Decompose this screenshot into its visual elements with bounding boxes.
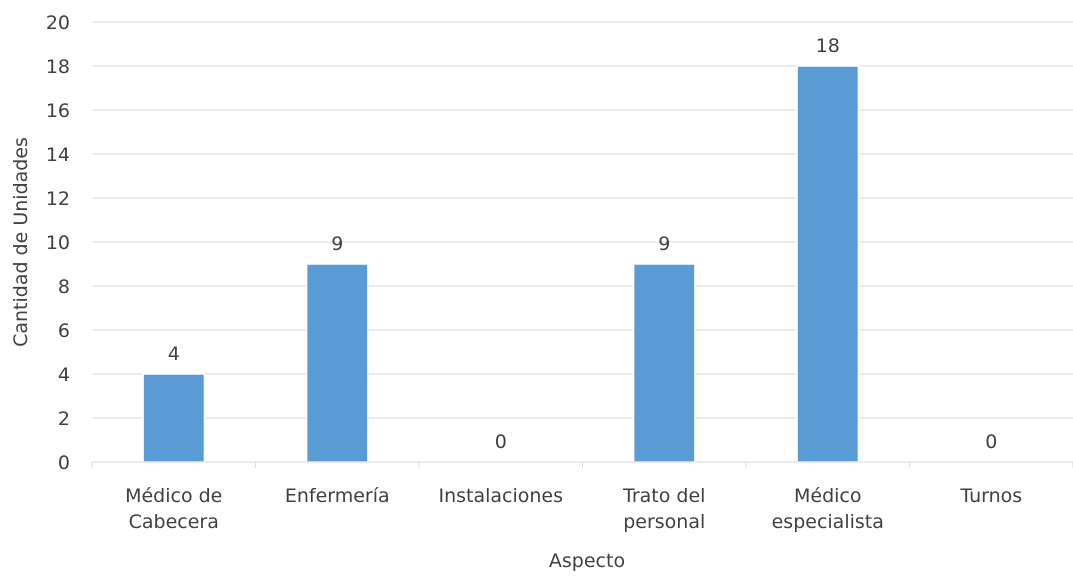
data-labels: 4 9 0 9 18 0 (168, 35, 998, 453)
bar (632, 263, 696, 463)
x-tick-label: Turnos (959, 485, 1022, 507)
bar (142, 373, 206, 463)
x-tick-label: Cabecera (129, 511, 219, 533)
y-tick-label: 14 (46, 144, 70, 166)
y-tick-label: 0 (58, 452, 70, 474)
x-tick-label: Trato del (622, 485, 705, 507)
data-label: 0 (985, 431, 997, 453)
y-tick-label: 16 (46, 100, 70, 122)
y-tick-label: 2 (58, 408, 70, 430)
x-axis (91, 461, 1073, 468)
x-tick-label: Enfermería (285, 485, 390, 507)
data-label: 0 (495, 431, 507, 453)
bar (796, 65, 860, 463)
data-label: 9 (658, 233, 670, 255)
y-tick-label: 8 (58, 276, 70, 298)
y-tick-label: 10 (46, 232, 70, 254)
data-label: 9 (331, 233, 343, 255)
y-axis-title: Cantidad de Unidades (10, 137, 32, 347)
bars (142, 65, 860, 463)
bar (305, 263, 369, 463)
gridlines (92, 21, 1073, 419)
x-tick-label: personal (623, 511, 705, 533)
data-label: 18 (816, 35, 840, 57)
y-tick-label: 6 (58, 320, 70, 342)
x-tick-label: Médico (794, 485, 862, 507)
data-label: 4 (168, 343, 180, 365)
x-axis-title: Aspecto (549, 550, 625, 572)
x-tick-label: especialista (772, 511, 884, 533)
x-tick-label: Médico de (125, 485, 222, 507)
y-tick-label: 20 (46, 12, 70, 34)
y-tick-label: 18 (46, 56, 70, 78)
x-tick-label: Instalaciones (438, 485, 563, 507)
y-tick-labels: 0 2 4 6 8 10 12 14 16 18 20 (46, 12, 70, 474)
x-tick-labels: Médico de Cabecera Enfermería Instalaciones… (125, 485, 1022, 533)
y-tick-label: 4 (58, 364, 70, 386)
y-tick-label: 12 (46, 188, 70, 210)
